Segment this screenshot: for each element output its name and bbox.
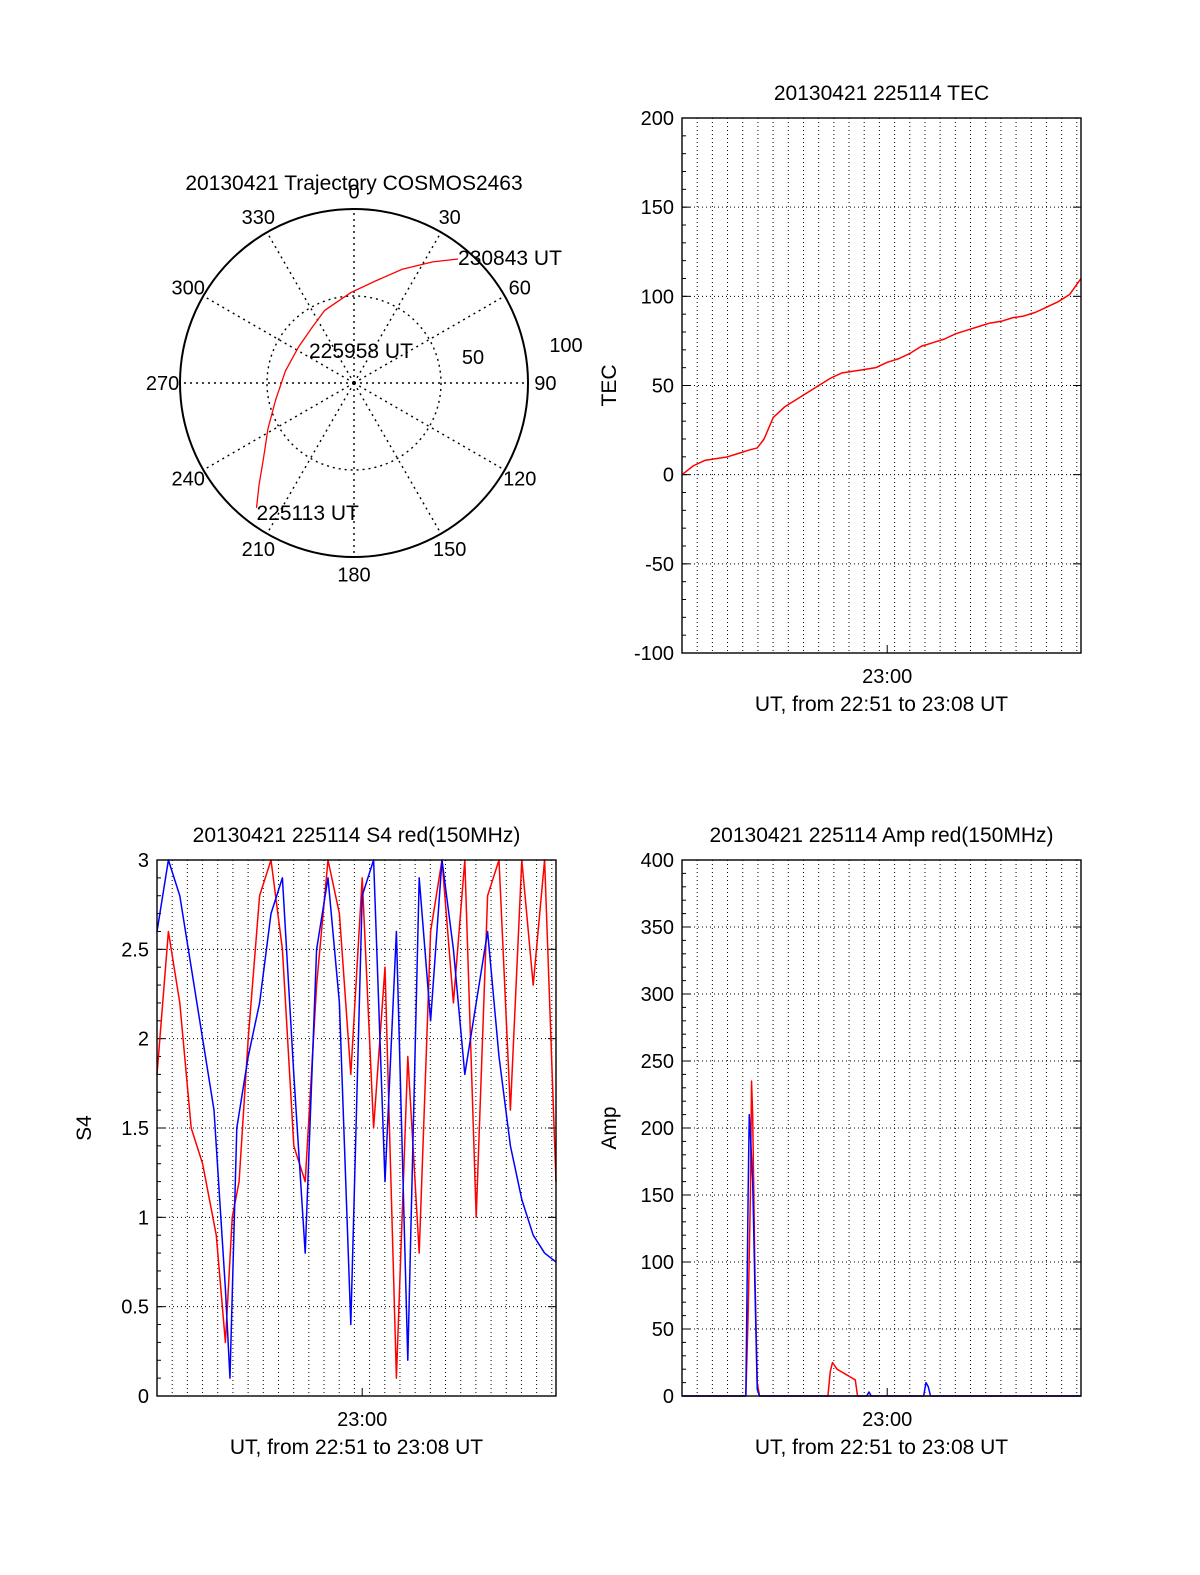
chart-title: 20130421 Trajectory COSMOS2463 — [185, 172, 522, 195]
y-tick-label: 50 — [652, 1319, 674, 1341]
ring-label: 100 — [549, 335, 582, 357]
spoke-30 — [353, 231, 442, 384]
x-tick-label: 23:00 — [862, 666, 912, 688]
y-tick-label: 0 — [663, 465, 674, 487]
y-axis-label: TEC — [598, 365, 621, 407]
y-tick-label: -100 — [634, 643, 674, 665]
spoke-120 — [353, 382, 506, 471]
x-axis-label: UT, from 22:51 to 23:08 UT — [755, 693, 1008, 716]
y-axis-label: Amp — [598, 1106, 621, 1149]
spoke-300 — [202, 295, 355, 384]
plot-frame — [681, 117, 1082, 654]
spoke-240 — [202, 382, 355, 471]
y-tick-label: 400 — [641, 850, 674, 872]
x-tick-label: 23:00 — [337, 1409, 387, 1431]
x-axis-label: UT, from 22:51 to 23:08 UT — [755, 1436, 1008, 1459]
plot-frame — [156, 859, 557, 1397]
y-tick-label: 2.5 — [121, 939, 149, 961]
angle-label: 120 — [503, 469, 536, 491]
y-tick-label: -50 — [645, 554, 674, 576]
angle-label: 300 — [172, 277, 205, 299]
angle-label: 150 — [433, 539, 466, 561]
time-annotation: 230843 UT — [458, 247, 562, 270]
angle-label: 270 — [146, 373, 179, 395]
x-tick-label: 23:00 — [862, 1409, 912, 1431]
y-tick-label: 0 — [138, 1386, 149, 1408]
y-tick-label: 0 — [663, 1386, 674, 1408]
trajectory-line — [255, 258, 459, 508]
amp-chart: 20130421 225114 Amp red(150MHz) 0 50 100 150… — [598, 824, 1082, 1459]
chart-title: 20130421 225114 TEC — [774, 82, 989, 105]
y-tick-label: 100 — [641, 1252, 674, 1274]
y-tick-label: 250 — [641, 1051, 674, 1073]
angle-label: 330 — [242, 207, 275, 229]
spoke-330 — [266, 231, 355, 384]
y-tick-label: 150 — [641, 1185, 674, 1207]
angle-label: 60 — [509, 277, 531, 299]
y-tick-label: 0.5 — [121, 1297, 149, 1319]
y-tick-label: 50 — [652, 376, 674, 398]
ring-label: 50 — [462, 347, 484, 369]
angle-label: 210 — [242, 539, 275, 561]
y-tick-label: 200 — [641, 108, 674, 130]
plot-frame — [681, 859, 1082, 1397]
y-tick-label: 100 — [641, 286, 674, 308]
angle-label: 180 — [337, 564, 370, 586]
chart-title: 20130421 225114 S4 red(150MHz) — [193, 824, 521, 847]
spoke-210 — [266, 382, 355, 535]
outer-ring — [179, 208, 529, 558]
time-annotation: 225113 UT — [257, 502, 360, 525]
y-tick-label: 3 — [138, 850, 149, 872]
series-line — [156, 859, 557, 1379]
s4-chart: 20130421 225114 S4 red(150MHz) 0 0.5 1 1.5 2 2… — [73, 824, 557, 1459]
y-tick-label: 300 — [641, 984, 674, 1006]
y-tick-label: 350 — [641, 917, 674, 939]
y-tick-label: 200 — [641, 1118, 674, 1140]
spoke-60 — [353, 295, 506, 384]
y-tick-label: 150 — [641, 197, 674, 219]
y-tick-label: 1 — [138, 1207, 149, 1229]
series-line — [682, 1080, 1081, 1397]
x-axis-label: UT, from 22:51 to 23:08 UT — [230, 1436, 483, 1459]
y-axis-label: S4 — [73, 1115, 96, 1141]
inner-ring — [266, 295, 442, 471]
tec-chart: 20130421 225114 TEC -100 -50 0 50 100 150 200 23… — [598, 82, 1082, 716]
series-line — [156, 859, 557, 1379]
y-tick-label: 2 — [138, 1029, 149, 1051]
chart-title: 20130421 225114 Amp red(150MHz) — [709, 824, 1053, 847]
time-annotation: 225958 UT — [309, 340, 413, 363]
angle-label: 30 — [439, 207, 461, 229]
angle-label: 0 — [348, 182, 359, 204]
series-line — [681, 278, 1082, 476]
angle-label: 240 — [172, 469, 205, 491]
spoke-150 — [353, 382, 442, 535]
y-tick-label: 1.5 — [121, 1118, 149, 1140]
angle-label: 90 — [534, 373, 556, 395]
